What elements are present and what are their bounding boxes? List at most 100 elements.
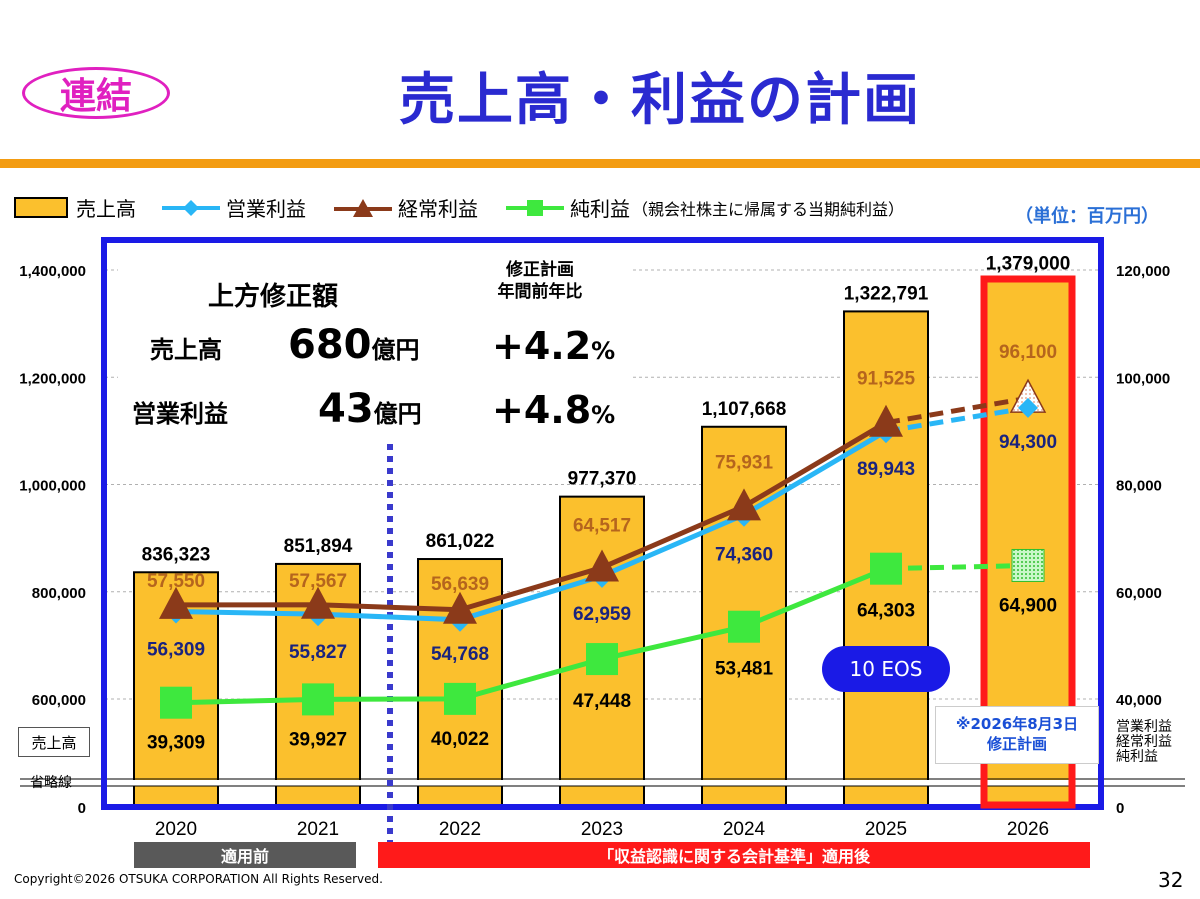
operating-value-label: 62,959 [573, 604, 631, 625]
callout-row1-amount: 680億円 [288, 322, 420, 368]
x-axis-tick-label: 2023 [581, 819, 623, 840]
sales-value-label: 851,894 [284, 536, 353, 557]
left-axis-tick-label: 1,200,000 [19, 370, 86, 387]
net-income-marker [302, 683, 334, 716]
x-axis-tick-label: 2026 [1007, 819, 1049, 840]
callout-plan-header: 修正計画 年間前年比 [480, 259, 600, 303]
callout-row2-label: 営業利益 [132, 400, 228, 428]
callout-row2-amount: 43億円 [318, 386, 422, 432]
legend-operating-marker [162, 199, 220, 216]
callout-row1-pct-unit: % [591, 337, 616, 365]
ordinary-income-marker [159, 586, 193, 619]
x-axis-tick-label: 2020 [155, 819, 197, 840]
operating-value-label: 55,827 [289, 642, 347, 663]
net-income-marker [1011, 548, 1045, 582]
callout-row2-pct: +4.8% [492, 388, 615, 432]
omission-label: 省略線 [30, 775, 72, 791]
ordinary-income-marker [443, 591, 477, 624]
forecast-highlight [980, 275, 1076, 809]
page-number: 32 [1158, 868, 1184, 892]
callout-plan-header-1: 修正計画 [506, 260, 574, 280]
right-axis-tag-1: 営業利益 [1116, 719, 1172, 735]
operating-value-label: 89,943 [857, 459, 915, 480]
ordinary-income-marker [727, 488, 761, 521]
left-axis-tick-label: 0 [78, 800, 86, 817]
callout-row1-pct: +4.2% [492, 324, 615, 368]
net-value-label: 39,927 [289, 729, 347, 750]
left-axis-tag: 売上高 [18, 727, 90, 757]
legend-sales-swatch [14, 197, 68, 218]
callout-row2-pct-unit: % [591, 401, 616, 429]
net-value-label: 40,022 [431, 729, 489, 750]
net-value-label: 53,481 [715, 659, 774, 680]
legend-net-note: （親会社株主に帰属する当期純利益） [632, 199, 905, 219]
net-value-label: 47,448 [573, 691, 631, 712]
revision-note-line1: ※2026年8月3日 [955, 715, 1079, 733]
x-axis-tick-label: 2025 [865, 819, 907, 840]
sales-value-label: 861,022 [426, 531, 495, 552]
right-axis-tick-label: 100,000 [1116, 370, 1170, 387]
operating-value-label: 74,360 [715, 545, 773, 566]
ordinary-income-forecast-line [885, 395, 1029, 426]
right-axis-tick-label: 80,000 [1116, 478, 1162, 495]
net-income-line [175, 566, 887, 706]
legend-net-label: 純利益 [570, 197, 630, 221]
callout-row2-amount-unit: 億円 [373, 400, 422, 428]
net-value-label: 64,303 [857, 601, 915, 622]
left-axis-tick-label: 1,400,000 [19, 263, 86, 280]
left-axis-tick-label: 600,000 [32, 692, 86, 709]
plot-frame [101, 237, 1104, 810]
legend-ordinary: 経常利益 [332, 193, 478, 222]
revision-note-line2: 修正計画 [986, 735, 1047, 753]
operating-income-line [175, 429, 888, 623]
ordinary-income-marker [301, 586, 335, 619]
header-divider [0, 159, 1200, 168]
sales-value-label: 1,322,791 [844, 283, 929, 304]
legend-ordinary-marker [334, 198, 392, 217]
operating-value-label: 54,768 [431, 644, 489, 665]
revision-note: ※2026年8月3日 修正計画 [935, 706, 1099, 764]
ordinary-value-label: 91,525 [857, 369, 916, 390]
right-axis-tick-label: 40,000 [1116, 692, 1162, 709]
callout-row2-pct-value: +4.8 [492, 388, 592, 432]
x-axis-tick-label: 2021 [297, 819, 339, 840]
after-standard-banner: 「収益認識に関する会計基準」適用後 [378, 842, 1090, 868]
callout-row1-amount-unit: 億円 [371, 336, 420, 364]
ordinary-value-label: 96,100 [999, 342, 1057, 363]
callout-panel [118, 258, 632, 438]
callout-row1-label: 売上高 [150, 336, 222, 364]
callout-title: 上方修正額 [208, 282, 339, 312]
sales-value-label: 977,370 [568, 469, 637, 490]
net-income-marker [728, 610, 760, 643]
net-value-label: 64,900 [999, 595, 1057, 616]
net-income-marker [870, 552, 902, 585]
ordinary-income-marker [869, 404, 903, 437]
operating-income-marker [1018, 397, 1038, 418]
page-title: 売上高・利益の計画 [399, 68, 921, 133]
right-axis-tag: 営業利益 経常利益 純利益 [1116, 720, 1172, 765]
net-income-forecast-line [885, 562, 1029, 572]
callout-row1-pct-value: +4.2 [492, 324, 592, 368]
right-axis-tag-2: 経常利益 [1116, 734, 1172, 750]
callout-row2-amount-value: 43 [318, 386, 374, 432]
x-axis-tick-label: 2022 [439, 819, 481, 840]
ordinary-value-label: 56,639 [431, 574, 489, 595]
eos-badge: 10 EOS [822, 646, 950, 692]
ordinary-value-label: 57,567 [289, 571, 347, 592]
left-axis-tick-label: 800,000 [32, 585, 86, 602]
sales-value-label: 1,379,000 [986, 253, 1071, 274]
operating-value-label: 94,300 [999, 432, 1057, 453]
legend-ordinary-label: 経常利益 [398, 197, 478, 221]
operating-income-forecast-line [885, 405, 1029, 434]
x-axis-tick-label: 2024 [723, 819, 766, 840]
sales-value-label: 1,107,668 [702, 399, 787, 420]
net-value-label: 39,309 [147, 733, 205, 754]
ordinary-value-label: 57,550 [147, 571, 205, 592]
right-axis-tick-label: 60,000 [1116, 585, 1162, 602]
axis-break-band [20, 780, 1185, 786]
legend-net-marker [506, 199, 564, 216]
callout-plan-header-2: 年間前年比 [497, 282, 583, 302]
copyright: Copyright©2026 OTSUKA CORPORATION All Ri… [14, 872, 383, 886]
legend-sales-label: 売上高 [76, 197, 136, 221]
